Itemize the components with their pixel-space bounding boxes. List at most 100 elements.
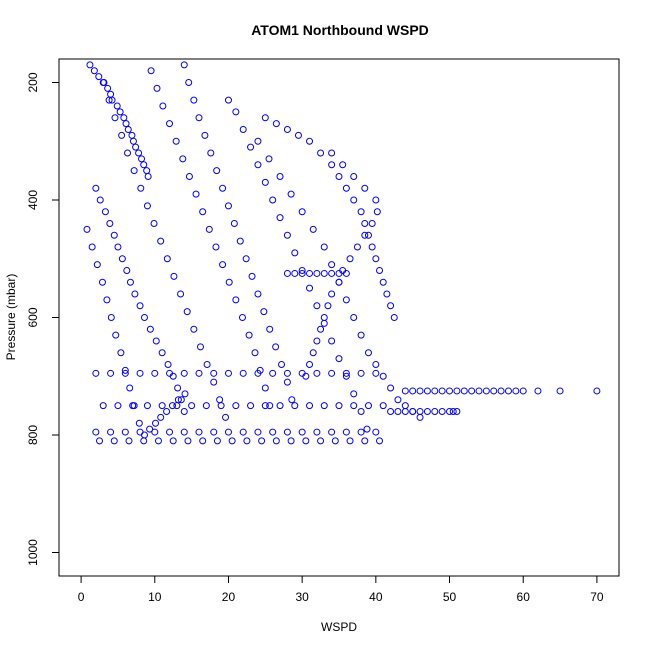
data-point <box>353 243 361 251</box>
data-point <box>163 408 171 415</box>
data-point <box>201 131 209 139</box>
data-point <box>350 314 358 321</box>
x-tick-label: 60 <box>517 590 531 604</box>
data-point <box>172 137 180 145</box>
data-point <box>151 369 159 377</box>
data-point <box>254 161 262 169</box>
data-point <box>140 437 148 445</box>
data-point <box>117 349 125 357</box>
data-point <box>288 396 296 404</box>
data-point <box>232 108 240 116</box>
data-point <box>346 255 354 263</box>
data-point <box>328 337 336 345</box>
data-point <box>242 255 250 263</box>
data-point <box>168 402 176 410</box>
data-point <box>298 428 306 436</box>
data-point <box>291 269 299 277</box>
data-point <box>159 102 167 110</box>
data-point <box>126 384 134 392</box>
data-point <box>225 278 233 286</box>
data-point <box>363 425 371 433</box>
data-point <box>146 425 154 433</box>
scatter-series <box>83 61 601 445</box>
data-point <box>357 331 365 339</box>
data-point <box>114 402 122 410</box>
data-point <box>306 269 314 277</box>
data-point <box>247 402 255 410</box>
data-point <box>180 408 188 415</box>
data-point <box>254 428 262 436</box>
y-tick-label: 1000 <box>26 539 40 566</box>
data-point <box>306 402 314 410</box>
data-point <box>181 390 189 398</box>
data-point <box>490 387 498 395</box>
data-point <box>236 237 244 245</box>
data-point <box>135 419 143 427</box>
data-point <box>320 243 328 251</box>
data-point <box>126 278 134 286</box>
data-point <box>357 428 365 436</box>
data-point <box>372 255 380 263</box>
data-point <box>394 396 402 404</box>
data-point <box>116 108 124 116</box>
data-point <box>313 369 321 377</box>
data-point <box>379 402 387 410</box>
data-point <box>283 369 291 377</box>
x-axis: 0 10 20 30 40 50 60 70 <box>78 575 604 604</box>
data-point <box>453 387 461 395</box>
data-point <box>383 290 391 298</box>
data-point <box>261 402 269 410</box>
data-point <box>376 437 384 445</box>
data-point <box>387 408 395 415</box>
data-point <box>107 314 115 321</box>
data-point <box>247 143 255 151</box>
data-point <box>224 369 232 377</box>
data-point <box>335 173 343 180</box>
data-point <box>335 402 343 410</box>
data-point <box>438 408 446 415</box>
data-point <box>114 243 122 251</box>
data-point <box>328 290 336 298</box>
data-point <box>276 402 284 410</box>
data-point <box>372 361 380 368</box>
data-point <box>298 267 306 274</box>
data-point <box>309 225 317 233</box>
data-point <box>107 369 115 377</box>
data-point <box>361 437 369 445</box>
data-point <box>350 196 358 204</box>
data-point <box>254 369 262 377</box>
data-point <box>210 428 218 436</box>
data-point <box>306 284 314 292</box>
data-point <box>143 402 151 410</box>
data-point <box>152 419 160 427</box>
data-point <box>224 96 232 104</box>
data-point <box>217 402 225 410</box>
data-point <box>272 437 280 445</box>
data-point <box>320 319 328 327</box>
data-point <box>361 220 369 227</box>
data-point <box>184 437 192 445</box>
data-point <box>401 387 409 395</box>
data-point <box>136 428 144 436</box>
data-point <box>95 73 103 81</box>
data-point <box>372 428 380 436</box>
data-point <box>228 437 236 445</box>
data-point <box>118 255 126 263</box>
data-point <box>96 196 104 204</box>
data-point <box>364 349 372 357</box>
data-point <box>317 149 325 157</box>
data-point <box>122 120 130 128</box>
data-point <box>298 208 306 216</box>
data-point <box>328 149 336 157</box>
data-point <box>238 314 246 321</box>
data-point <box>423 408 431 415</box>
data-point <box>283 428 291 436</box>
data-point <box>357 408 365 415</box>
data-point <box>387 384 395 392</box>
data-point <box>350 390 358 398</box>
data-point <box>460 387 468 395</box>
data-point <box>368 220 376 227</box>
data-point <box>128 131 136 139</box>
data-point <box>376 267 384 274</box>
data-point <box>350 173 358 180</box>
